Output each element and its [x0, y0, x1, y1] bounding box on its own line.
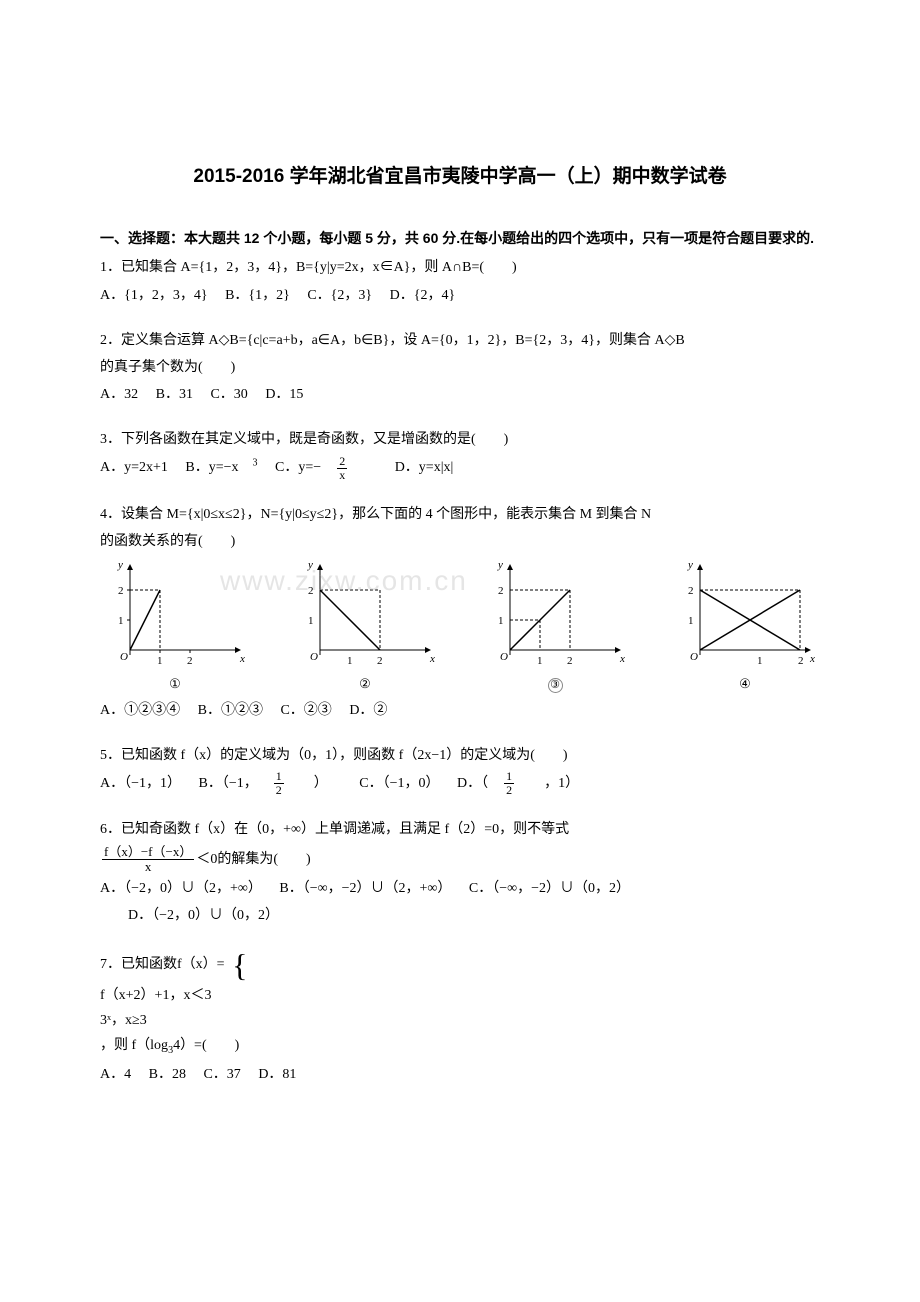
- svg-text:1: 1: [537, 655, 543, 667]
- svg-text:1: 1: [157, 655, 163, 667]
- svg-text:x: x: [809, 653, 815, 665]
- q5-options: A．（−1，1） B．（−1，12） C．（−1，0） D．（12，1）: [100, 770, 820, 797]
- q2-line2: 的真子集个数为( ): [100, 355, 820, 380]
- q6-options-2: D．（−2，0）∪（0，2）: [100, 903, 820, 928]
- q4-options: A．①②③④ B．①②③ C．②③ D．②: [100, 698, 820, 723]
- q3-opt-b: B．y=−x3: [185, 460, 257, 475]
- q4-opt-b: B．①②③: [198, 703, 263, 718]
- q5-opt-a: A．（−1，1）: [100, 776, 181, 791]
- q1-options: A．{1，2，3，4} B．{1，2} C．{2，3} D．{2，4}: [100, 283, 820, 308]
- q2-line1: 2．定义集合运算 A◇B={c|c=a+b，a∈A，b∈B}，设 A={0，1，…: [100, 328, 820, 353]
- graph-1-svg: y x O 1 2 1 2: [100, 560, 250, 670]
- q1-opt-b: B．{1，2}: [225, 288, 290, 303]
- svg-text:2: 2: [377, 655, 383, 667]
- question-1: 1．已知集合 A={1，2，3，4}，B={y|y=2x，x∈A}，则 A∩B=…: [100, 255, 820, 307]
- svg-text:1: 1: [498, 615, 504, 627]
- question-6: 6．已知奇函数 f（x）在（0，+∞）上单调递减，且满足 f（2）=0，则不等式…: [100, 817, 820, 928]
- q7-opt-b: B．28: [149, 1067, 186, 1082]
- question-3: 3．下列各函数在其定义域中，既是奇函数，又是增函数的是( ) A．y=2x+1 …: [100, 427, 820, 482]
- svg-text:2: 2: [688, 585, 694, 597]
- svg-text:2: 2: [498, 585, 504, 597]
- q1-opt-c: C．{2，3}: [307, 288, 372, 303]
- q1-opt-a: A．{1，2，3，4}: [100, 288, 208, 303]
- q3-opt-d: D．y=x|x|: [395, 460, 454, 475]
- q2-opt-c: C．30: [210, 387, 247, 402]
- svg-text:x: x: [429, 653, 435, 665]
- svg-text:y: y: [307, 560, 313, 571]
- graph-1-num: ①: [100, 672, 250, 695]
- svg-text:2: 2: [308, 585, 314, 597]
- graph-3-svg: y x O 1 2 1 2: [480, 560, 630, 670]
- q3-options: A．y=2x+1 B．y=−x3 C．y=−2x D．y=x|x|: [100, 455, 820, 482]
- q2-opt-d: D．15: [265, 387, 303, 402]
- svg-text:1: 1: [347, 655, 353, 667]
- q3-opt-a: A．y=2x+1: [100, 460, 168, 475]
- q5-opt-b: B．（−1，12）: [199, 776, 342, 791]
- q7-options: A．4 B．28 C．37 D．81: [100, 1062, 820, 1087]
- q6-stem: 6．已知奇函数 f（x）在（0，+∞）上单调递减，且满足 f（2）=0，则不等式: [100, 817, 820, 842]
- graph-2-num: ②: [290, 672, 440, 695]
- q4-opt-d: D．②: [349, 703, 387, 718]
- question-7: 7．已知函数f（x）= { f（x+2）+1，x＜3 3ˣ，x≥3 ，则 f（l…: [100, 949, 820, 1087]
- question-5: 5．已知函数 f（x）的定义域为（0，1），则函数 f（2x−1）的定义域为( …: [100, 743, 820, 798]
- graph-4-svg: y x O 1 2 1 2: [670, 560, 820, 670]
- section-1-head: 一、选择题：本大题共 12 个小题，每小题 5 分，共 60 分.在每小题给出的…: [100, 226, 820, 251]
- svg-text:y: y: [117, 560, 123, 571]
- q4-opt-c: C．②③: [280, 703, 331, 718]
- q6-opt-c: C．（−∞，−2）∪（0，2）: [469, 881, 630, 896]
- q3-stem: 3．下列各函数在其定义域中，既是奇函数，又是增函数的是( ): [100, 427, 820, 452]
- svg-text:y: y: [687, 560, 693, 571]
- svg-text:O: O: [500, 651, 508, 663]
- q6-opt-a: A．（−2，0）∪（2，+∞）: [100, 881, 262, 896]
- q1-stem: 1．已知集合 A={1，2，3，4}，B={y|y=2x，x∈A}，则 A∩B=…: [100, 255, 820, 280]
- svg-text:O: O: [690, 651, 698, 663]
- q7-opt-c: C．37: [203, 1067, 240, 1082]
- q4-opt-a: A．①②③④: [100, 703, 180, 718]
- q2-options: A．32 B．31 C．30 D．15: [100, 382, 820, 407]
- question-4: 4．设集合 M={x|0≤x≤2}，N={y|0≤y≤2}，那么下面的 4 个图…: [100, 502, 820, 723]
- q1-opt-d: D．{2，4}: [390, 288, 456, 303]
- svg-text:O: O: [310, 651, 318, 663]
- svg-text:1: 1: [118, 615, 124, 627]
- graph-4-num: ④: [670, 672, 820, 695]
- q2-opt-a: A．32: [100, 387, 138, 402]
- q4-graphs: y x O 1 2 1 2 ① y x O 1 2: [100, 560, 820, 695]
- question-2: 2．定义集合运算 A◇B={c|c=a+b，a∈A，b∈B}，设 A={0，1，…: [100, 328, 820, 408]
- svg-text:2: 2: [187, 655, 193, 667]
- q6-options: A．（−2，0）∪（2，+∞） B．（−∞，−2）∪（2，+∞） C．（−∞，−…: [100, 876, 820, 901]
- svg-text:x: x: [619, 653, 625, 665]
- svg-text:y: y: [497, 560, 503, 571]
- svg-text:O: O: [120, 651, 128, 663]
- q4-line2: 的函数关系的有( ): [100, 529, 820, 554]
- svg-text:2: 2: [118, 585, 124, 597]
- svg-text:1: 1: [757, 655, 763, 667]
- svg-text:1: 1: [688, 615, 694, 627]
- q5-opt-c: C．（−1，0）: [359, 776, 439, 791]
- graph-3: y x O 1 2 1 2 ③: [480, 560, 630, 695]
- graph-3-num: ③: [480, 672, 630, 695]
- graph-2: y x O 1 2 1 2 ②: [290, 560, 440, 695]
- q6-opt-d: D．（−2，0）∪（0，2）: [128, 908, 279, 923]
- q7-stem: 7．已知函数f（x）= {: [100, 949, 820, 981]
- q3-opt-c: C．y=−2x: [275, 460, 377, 475]
- q5-opt-d: D．（12，1）: [457, 776, 593, 791]
- graph-1: y x O 1 2 1 2 ①: [100, 560, 250, 695]
- svg-text:2: 2: [798, 655, 804, 667]
- q7-opt-d: D．81: [258, 1067, 296, 1082]
- graph-4: y x O 1 2 1 2 ④: [670, 560, 820, 695]
- q7-opt-a: A．4: [100, 1067, 131, 1082]
- page-title: 2015-2016 学年湖北省宜昌市夷陵中学高一（上）期中数学试卷: [100, 160, 820, 194]
- q6-expr: f（x）−f（−x）x＜0的解集为( ): [100, 845, 820, 875]
- svg-text:x: x: [239, 653, 245, 665]
- q2-opt-b: B．31: [156, 387, 193, 402]
- q4-line1: 4．设集合 M={x|0≤x≤2}，N={y|0≤y≤2}，那么下面的 4 个图…: [100, 502, 820, 527]
- q5-stem: 5．已知函数 f（x）的定义域为（0，1），则函数 f（2x−1）的定义域为( …: [100, 743, 820, 768]
- svg-text:1: 1: [308, 615, 314, 627]
- q6-opt-b: B．（−∞，−2）∪（2，+∞）: [279, 881, 451, 896]
- svg-text:2: 2: [567, 655, 573, 667]
- graph-2-svg: y x O 1 2 1 2: [290, 560, 440, 670]
